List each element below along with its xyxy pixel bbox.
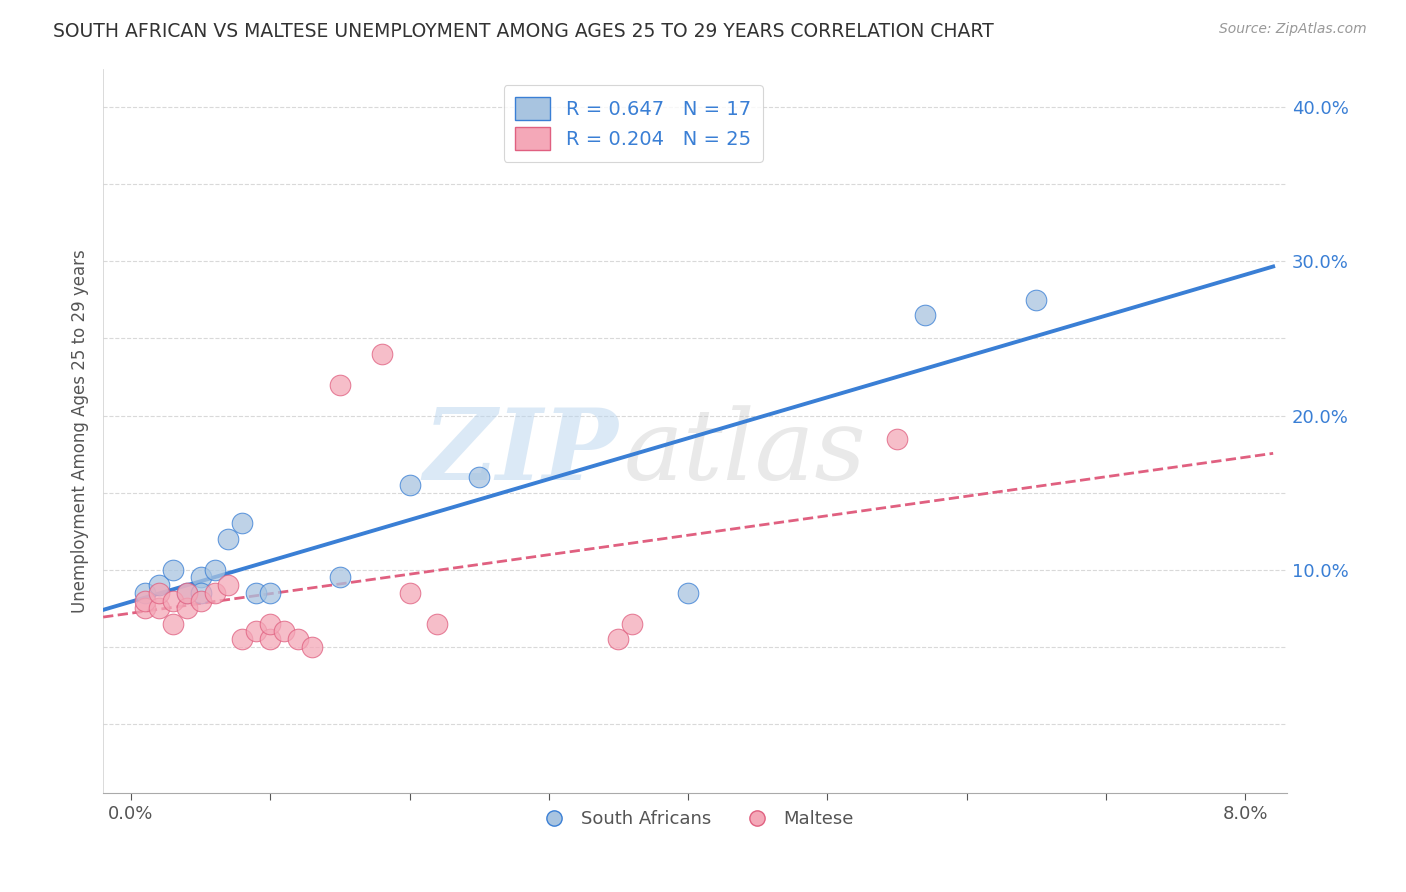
Point bbox=[204, 563, 226, 577]
Point bbox=[914, 308, 936, 322]
Text: Source: ZipAtlas.com: Source: ZipAtlas.com bbox=[1219, 22, 1367, 37]
Point bbox=[204, 586, 226, 600]
Point bbox=[190, 570, 212, 584]
Point bbox=[398, 586, 420, 600]
Point bbox=[218, 532, 240, 546]
Point bbox=[148, 601, 170, 615]
Point bbox=[621, 616, 644, 631]
Point bbox=[218, 578, 240, 592]
Point bbox=[301, 640, 323, 654]
Point bbox=[468, 470, 491, 484]
Point bbox=[190, 586, 212, 600]
Point bbox=[259, 616, 281, 631]
Point bbox=[329, 570, 352, 584]
Point bbox=[398, 478, 420, 492]
Point bbox=[176, 586, 198, 600]
Point bbox=[162, 593, 184, 607]
Point bbox=[287, 632, 309, 647]
Point bbox=[273, 624, 295, 639]
Point bbox=[329, 377, 352, 392]
Point bbox=[231, 632, 253, 647]
Point bbox=[134, 586, 156, 600]
Y-axis label: Unemployment Among Ages 25 to 29 years: Unemployment Among Ages 25 to 29 years bbox=[72, 249, 89, 613]
Point bbox=[231, 516, 253, 531]
Text: SOUTH AFRICAN VS MALTESE UNEMPLOYMENT AMONG AGES 25 TO 29 YEARS CORRELATION CHAR: SOUTH AFRICAN VS MALTESE UNEMPLOYMENT AM… bbox=[53, 22, 994, 41]
Point bbox=[676, 586, 699, 600]
Point bbox=[1025, 293, 1047, 307]
Legend: South Africans, Maltese: South Africans, Maltese bbox=[529, 803, 862, 835]
Point bbox=[162, 563, 184, 577]
Point bbox=[176, 601, 198, 615]
Point bbox=[134, 601, 156, 615]
Point bbox=[176, 586, 198, 600]
Text: atlas: atlas bbox=[624, 405, 868, 500]
Point bbox=[134, 593, 156, 607]
Point bbox=[259, 586, 281, 600]
Point bbox=[190, 593, 212, 607]
Point bbox=[607, 632, 630, 647]
Point bbox=[259, 632, 281, 647]
Point bbox=[148, 586, 170, 600]
Point bbox=[162, 616, 184, 631]
Point bbox=[245, 624, 267, 639]
Point bbox=[886, 432, 908, 446]
Point bbox=[426, 616, 449, 631]
Point bbox=[245, 586, 267, 600]
Point bbox=[148, 578, 170, 592]
Point bbox=[370, 347, 392, 361]
Text: ZIP: ZIP bbox=[423, 404, 619, 501]
